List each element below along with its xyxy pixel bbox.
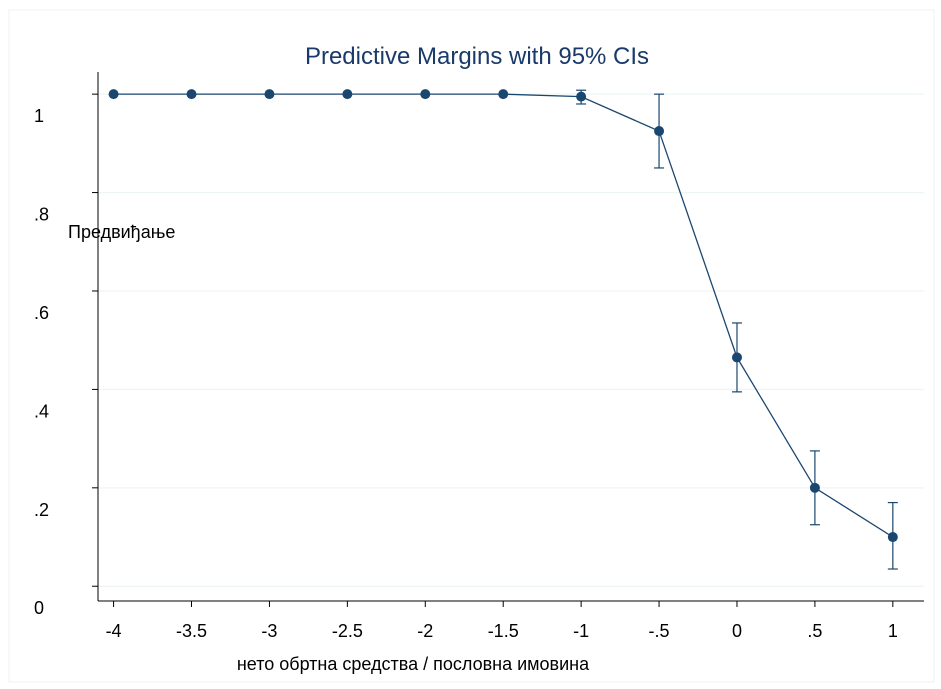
x-tick-label: -3.5	[176, 621, 207, 641]
chart-title: Predictive Margins with 95% CIs	[305, 43, 649, 70]
data-point	[108, 89, 119, 100]
x-tick-label: 0	[732, 621, 742, 641]
x-axis-ticks: -4 -3.5 -3 -2.5 -2 -1.5 -1 -.5 0 .5 1	[106, 601, 898, 641]
data-point	[809, 482, 820, 493]
data-point	[498, 89, 509, 100]
y-tick-label: 1	[34, 106, 44, 126]
data-point	[264, 89, 275, 100]
x-tick-label: -.5	[649, 621, 670, 641]
chart-background	[8, 9, 935, 683]
data-point	[186, 89, 197, 100]
y-tick-label: .4	[34, 401, 49, 421]
data-point	[887, 532, 898, 543]
y-axis-label: Предвиђање	[68, 222, 175, 242]
x-tick-label: -2.5	[332, 621, 363, 641]
x-tick-label: -2	[417, 621, 433, 641]
x-tick-label: .5	[807, 621, 822, 641]
data-point	[420, 89, 431, 100]
y-tick-label: .6	[34, 303, 49, 323]
data-point	[576, 91, 587, 102]
x-tick-label: -3	[261, 621, 277, 641]
y-tick-label: .2	[34, 500, 49, 520]
x-tick-label: -1	[573, 621, 589, 641]
y-tick-label: .8	[34, 205, 49, 225]
data-point	[731, 352, 742, 363]
x-tick-label: 1	[888, 621, 898, 641]
x-tick-label: -1.5	[488, 621, 519, 641]
x-axis-label: нето обртна средства / пословна имовина	[237, 654, 590, 674]
data-point	[342, 89, 353, 100]
y-axis-ticks: 0 .2 .4 .6 .8 1	[34, 93, 98, 618]
x-tick-label: -4	[106, 621, 122, 641]
data-points	[108, 89, 898, 543]
data-point	[654, 126, 665, 137]
y-tick-label: 0	[34, 598, 44, 618]
